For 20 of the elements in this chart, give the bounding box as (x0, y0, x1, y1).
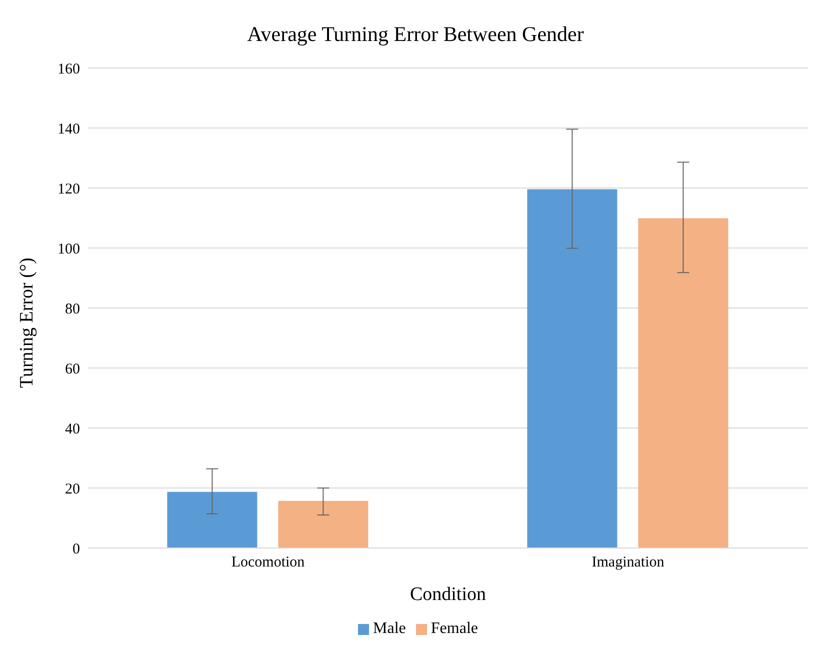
y-axis-title: Turning Error (°) (16, 258, 38, 388)
y-tick-label: 20 (65, 481, 80, 498)
bar (527, 189, 618, 548)
x-tick-label: Imagination (592, 554, 665, 571)
y-tick-label: 120 (58, 181, 80, 198)
y-tick-label: 60 (65, 361, 80, 378)
chart-title: Average Turning Error Between Gender (246, 21, 585, 48)
y-tick-label: 160 (58, 61, 80, 78)
y-tick-label: 80 (65, 301, 80, 318)
y-tick-label: 100 (58, 241, 80, 258)
legend-label: Female (430, 620, 478, 637)
bar (638, 218, 728, 548)
y-tick-label: 0 (72, 541, 80, 558)
bar (167, 492, 258, 548)
bar (278, 500, 368, 548)
y-tick-label: 40 (65, 421, 80, 438)
y-tick-label: 140 (58, 121, 80, 138)
legend-label: Male (373, 620, 406, 637)
x-tick-label: Locomotion (231, 554, 306, 571)
x-axis-title: Condition (410, 584, 486, 605)
